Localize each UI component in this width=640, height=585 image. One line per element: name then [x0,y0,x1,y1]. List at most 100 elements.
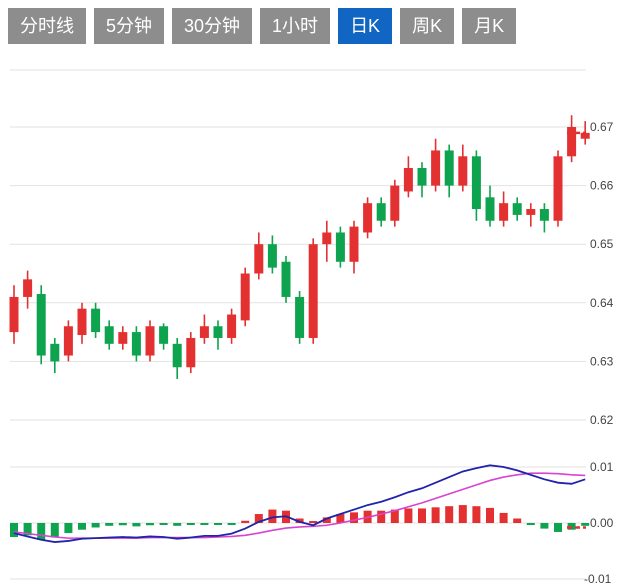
candle-body [23,279,33,297]
macd-bar [173,523,182,526]
macd-bar [486,507,494,523]
candle-body [77,308,87,336]
macd-bar [581,523,590,526]
macd-tick-label: 0.00 [590,516,614,530]
candle-body [91,308,101,333]
candle-body [417,168,427,186]
candle-body [458,156,468,186]
candle-body [267,244,277,268]
y-axis-labels: 0.67 0.66 0.65 0.64 0.63 0.62 0.01 0.00 -0.01 [584,120,614,585]
candles-up [9,115,590,374]
macd-bar [132,523,141,527]
macd-bar [186,523,195,525]
candle-body [159,326,169,344]
macd-bar [322,517,331,523]
macd-bar [526,523,535,525]
candle-body [118,332,128,344]
candles-down [36,144,549,379]
candle-body [131,332,141,356]
macd-bar [23,523,32,536]
macd-bar [458,505,467,523]
tab-daily-k[interactable]: 日K [338,8,393,44]
macd-bar [336,514,345,523]
macd-bar [499,512,508,523]
macd-bar [540,523,549,529]
candle-body [63,326,73,356]
macd-tick-label: 0.01 [590,460,614,474]
price-tick-label: 0.63 [590,354,614,368]
macd-bar [146,523,154,526]
candle-body [104,326,114,344]
macd-bar [200,523,209,525]
candle-body [526,209,536,215]
macd-histogram [10,505,590,540]
macd-bar [227,523,236,525]
price-tick-label: 0.65 [590,237,614,251]
candle-body [403,168,413,192]
macd-bar [404,508,413,523]
macd-bar [431,507,440,523]
price-tick-label: 0.67 [590,120,614,134]
macd-bar [445,506,454,523]
candle-body [50,343,60,362]
tab-monthly-k[interactable]: 月K [462,8,517,44]
macd-bar [254,514,263,523]
price-tick-label: 0.66 [590,179,614,193]
candle-body [227,314,237,338]
candle-body [376,203,386,221]
macd-bar [472,506,481,523]
candle-body [186,337,196,368]
macd-bar [159,523,168,525]
candle-body [390,185,400,221]
candle-body [499,203,509,221]
macd-bar [118,523,127,526]
macd-bar [377,510,386,523]
macd-bar [64,523,73,534]
macd-bar [309,521,318,523]
macd-bar [91,523,100,528]
tab-5min[interactable]: 5分钟 [94,8,165,44]
macd-bar [214,523,222,525]
macd-bar [10,523,18,537]
candle-body [349,226,359,262]
candle-body [281,261,291,297]
macd-bar [554,523,562,532]
macd-bar [241,520,250,523]
candle-body [36,294,46,356]
price-tick-label: 0.64 [590,296,614,310]
candle-body [254,244,264,274]
tab-1hour[interactable]: 1小时 [260,8,331,44]
candle-body [485,197,495,221]
candle-body [512,203,522,215]
macd-bar [350,512,358,523]
candle-body [539,209,549,221]
candle-body [431,150,441,186]
candle-body [580,132,590,139]
tab-weekly-k[interactable]: 周K [400,8,455,44]
candle-body [444,150,454,186]
tab-timeshare[interactable]: 分时线 [8,8,86,44]
tab-30min[interactable]: 30分钟 [172,8,253,44]
macd-bar [268,509,277,523]
macd-bar [418,508,426,523]
candle-body [240,273,250,321]
macd-bar [390,509,399,523]
macd-bar [295,518,304,523]
candle-body [471,156,481,210]
candle-body [9,296,19,333]
macd-tick-label: -0.01 [584,572,612,585]
price-tick-label: 0.62 [590,413,614,427]
candle-body [199,326,209,338]
candle-body [308,244,318,338]
dif-line [13,464,586,543]
macd-bar [78,523,86,530]
macd-bar [50,523,59,538]
candle-body [213,326,223,338]
candle-body [553,156,563,221]
candle-body [295,296,305,338]
period-tabbar: 分时线 5分钟 30分钟 1小时 日K 周K 月K [8,8,517,44]
macd-bar [513,518,522,523]
macd-bar [105,523,114,526]
